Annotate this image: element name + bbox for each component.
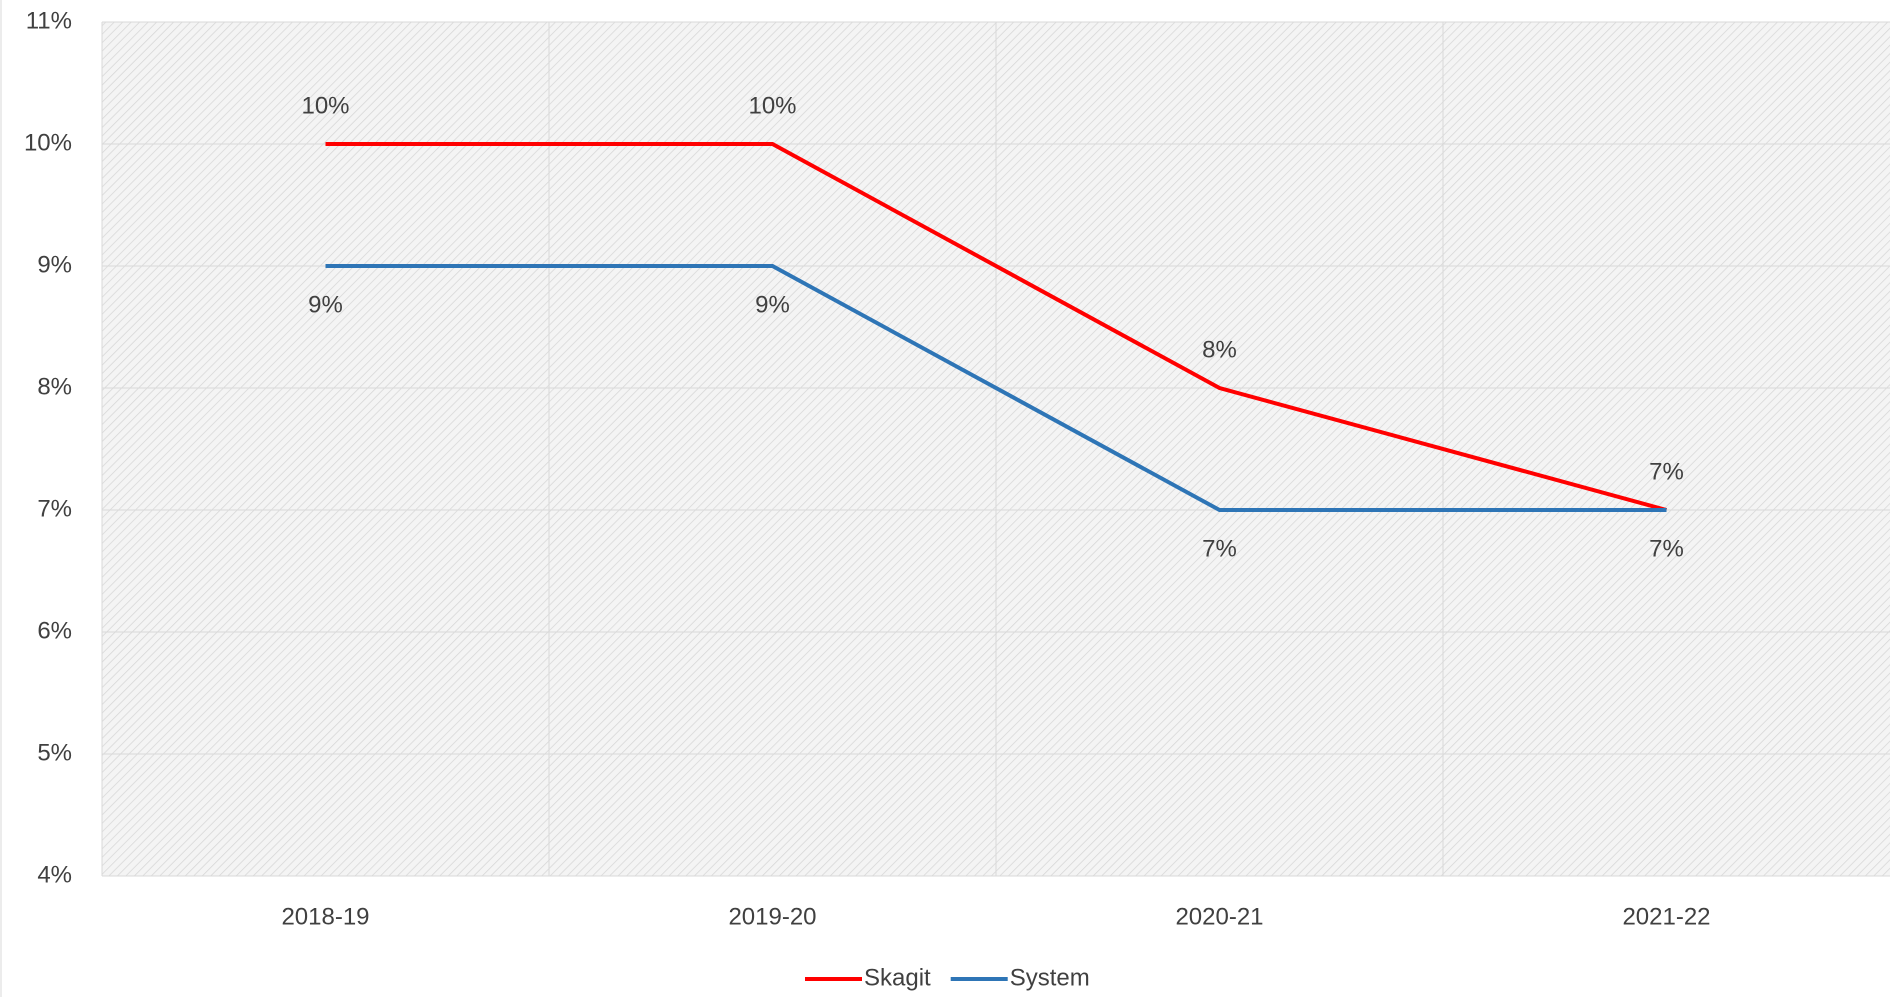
data-label: 7% <box>1202 535 1237 562</box>
y-tick-label: 4% <box>37 861 72 888</box>
y-tick-label: 5% <box>37 739 72 766</box>
x-tick-label: 2021-22 <box>1622 903 1710 930</box>
x-tick-label: 2020-21 <box>1175 903 1263 930</box>
data-label: 7% <box>1649 458 1684 485</box>
y-tick-label: 11% <box>26 7 72 34</box>
data-label: 9% <box>755 291 790 318</box>
series-line <box>325 142 1668 512</box>
y-tick-label: 8% <box>37 373 72 400</box>
data-label: 7% <box>1649 535 1684 562</box>
y-tick-label: 10% <box>24 129 72 156</box>
series-line <box>325 264 1667 512</box>
y-tick-label: 9% <box>37 251 72 278</box>
data-label: 8% <box>1202 336 1237 363</box>
legend-label: Skagit <box>864 964 931 991</box>
x-tick-label: 2018-19 <box>281 903 369 930</box>
x-tick-label: 2019-20 <box>728 903 816 930</box>
y-tick-label: 6% <box>37 617 72 644</box>
data-label: 9% <box>308 291 343 318</box>
data-label: 10% <box>301 92 349 119</box>
legend-label: System <box>1010 964 1090 991</box>
data-label: 10% <box>748 92 796 119</box>
y-tick-label: 7% <box>37 495 72 522</box>
